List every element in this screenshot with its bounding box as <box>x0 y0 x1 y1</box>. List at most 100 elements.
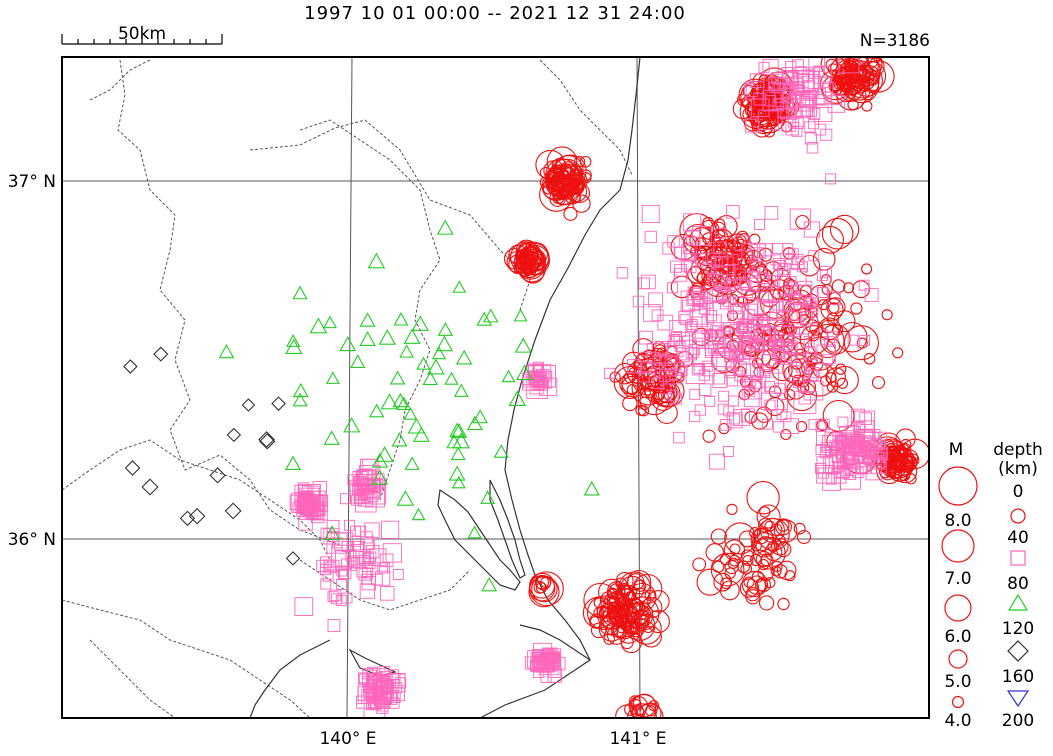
earthquake-events <box>123 57 929 718</box>
event-square <box>750 243 767 259</box>
event-square <box>346 555 358 567</box>
event-square <box>726 412 743 429</box>
event-square <box>668 334 680 346</box>
event-circle <box>783 388 796 401</box>
event-square <box>831 468 847 484</box>
event-square <box>709 453 725 470</box>
event-square <box>772 346 784 358</box>
event-square <box>796 303 818 325</box>
event-diamond <box>241 398 256 412</box>
event-square <box>616 267 629 279</box>
event-square <box>667 282 679 294</box>
event-square <box>808 250 820 262</box>
event-square <box>764 380 776 392</box>
event-square <box>782 70 798 86</box>
event-square <box>533 361 544 373</box>
event-circle <box>863 352 876 365</box>
event-triangle <box>508 390 526 406</box>
event-circle <box>731 254 743 267</box>
event-square <box>687 347 699 359</box>
event-circle <box>615 621 627 634</box>
legend-mag-6-circle <box>944 594 972 622</box>
event-square <box>339 566 352 579</box>
legend-depth-160-200-symbol <box>1006 690 1030 708</box>
event-square <box>857 429 881 452</box>
event-circle <box>638 405 650 417</box>
event-circle <box>643 349 655 361</box>
event-circle <box>891 446 908 463</box>
event-circle <box>724 559 739 575</box>
legend-depth-120-160-symbol <box>1007 640 1029 662</box>
event-circle <box>850 302 863 315</box>
event-circle <box>769 279 790 300</box>
event-square <box>772 242 784 255</box>
event-circle <box>826 381 839 393</box>
event-circle <box>653 389 666 401</box>
legend-mag-5-label: 5.0 <box>944 672 971 692</box>
border-gunma <box>89 639 176 718</box>
event-square <box>761 418 773 430</box>
event-diamond <box>124 460 141 476</box>
event-triangle <box>446 434 462 449</box>
event-square <box>718 327 730 339</box>
event-square <box>704 395 716 407</box>
depth-scale: 0 40 80 120 160 200 <box>1002 482 1034 731</box>
event-square <box>858 279 870 291</box>
event-square <box>783 418 799 434</box>
event-square <box>808 108 821 120</box>
event-triangle <box>472 409 488 424</box>
event-square <box>667 390 679 402</box>
legend-mag-7-circle <box>941 529 975 563</box>
event-diamond <box>179 510 196 527</box>
event-square <box>743 385 756 397</box>
event-square <box>749 260 761 272</box>
event-square <box>315 495 327 507</box>
event-circle <box>723 539 746 561</box>
event-circle <box>533 581 547 594</box>
event-square <box>376 701 389 714</box>
event-square <box>392 672 406 687</box>
event-circle <box>640 626 662 648</box>
event-circle <box>552 192 565 205</box>
event-square <box>533 379 545 391</box>
event-triangle <box>435 335 454 352</box>
event-square <box>854 435 866 447</box>
event-square <box>814 66 832 84</box>
event-circle <box>896 442 912 457</box>
event-square <box>678 351 690 363</box>
event-square <box>805 105 818 118</box>
event-square <box>730 303 742 314</box>
event-circle <box>630 613 662 645</box>
event-square <box>535 368 550 383</box>
event-square <box>793 391 817 415</box>
event-circle <box>759 506 771 518</box>
event-circle <box>793 522 806 535</box>
event-square <box>790 92 803 104</box>
event-square <box>791 106 803 118</box>
event-square <box>335 549 357 571</box>
event-square <box>776 399 788 411</box>
event-circle <box>798 254 821 277</box>
event-square <box>719 419 732 431</box>
event-square <box>749 363 764 377</box>
event-square <box>756 299 777 320</box>
event-square <box>723 322 741 339</box>
event-square <box>817 287 829 298</box>
event-square <box>530 652 542 664</box>
event-triangle <box>292 392 308 407</box>
event-square <box>354 493 365 505</box>
event-square <box>803 336 815 347</box>
event-square <box>694 253 707 265</box>
event-triangle <box>392 392 409 408</box>
event-circle <box>631 706 646 718</box>
event-triangle <box>453 383 469 397</box>
event-square <box>641 204 660 223</box>
event-square <box>715 256 734 276</box>
event-triangle <box>396 396 412 410</box>
event-triangle <box>449 422 466 437</box>
event-square <box>361 485 375 498</box>
event-square <box>681 260 693 272</box>
event-circle <box>520 253 535 268</box>
event-square <box>847 334 859 346</box>
event-circle <box>771 560 783 573</box>
